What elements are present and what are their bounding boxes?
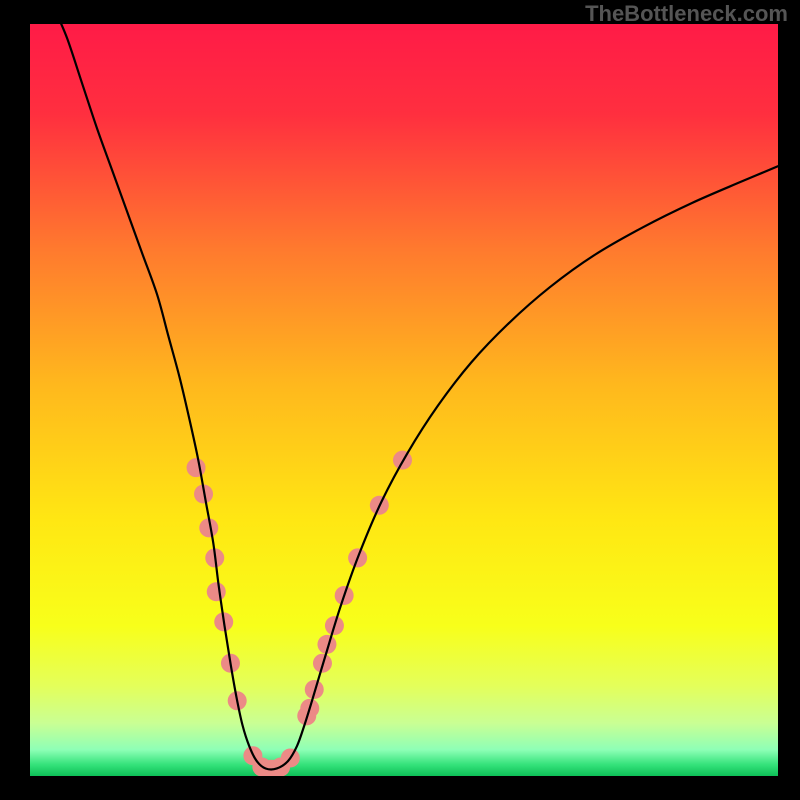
plot-area xyxy=(30,24,778,776)
marker-layer xyxy=(187,451,412,776)
data-marker xyxy=(207,582,226,601)
chart-overlay xyxy=(30,24,778,776)
attribution-label: TheBottleneck.com xyxy=(585,1,788,27)
v-curve xyxy=(56,24,778,769)
data-marker xyxy=(187,458,206,477)
chart-root: TheBottleneck.com xyxy=(0,0,800,800)
